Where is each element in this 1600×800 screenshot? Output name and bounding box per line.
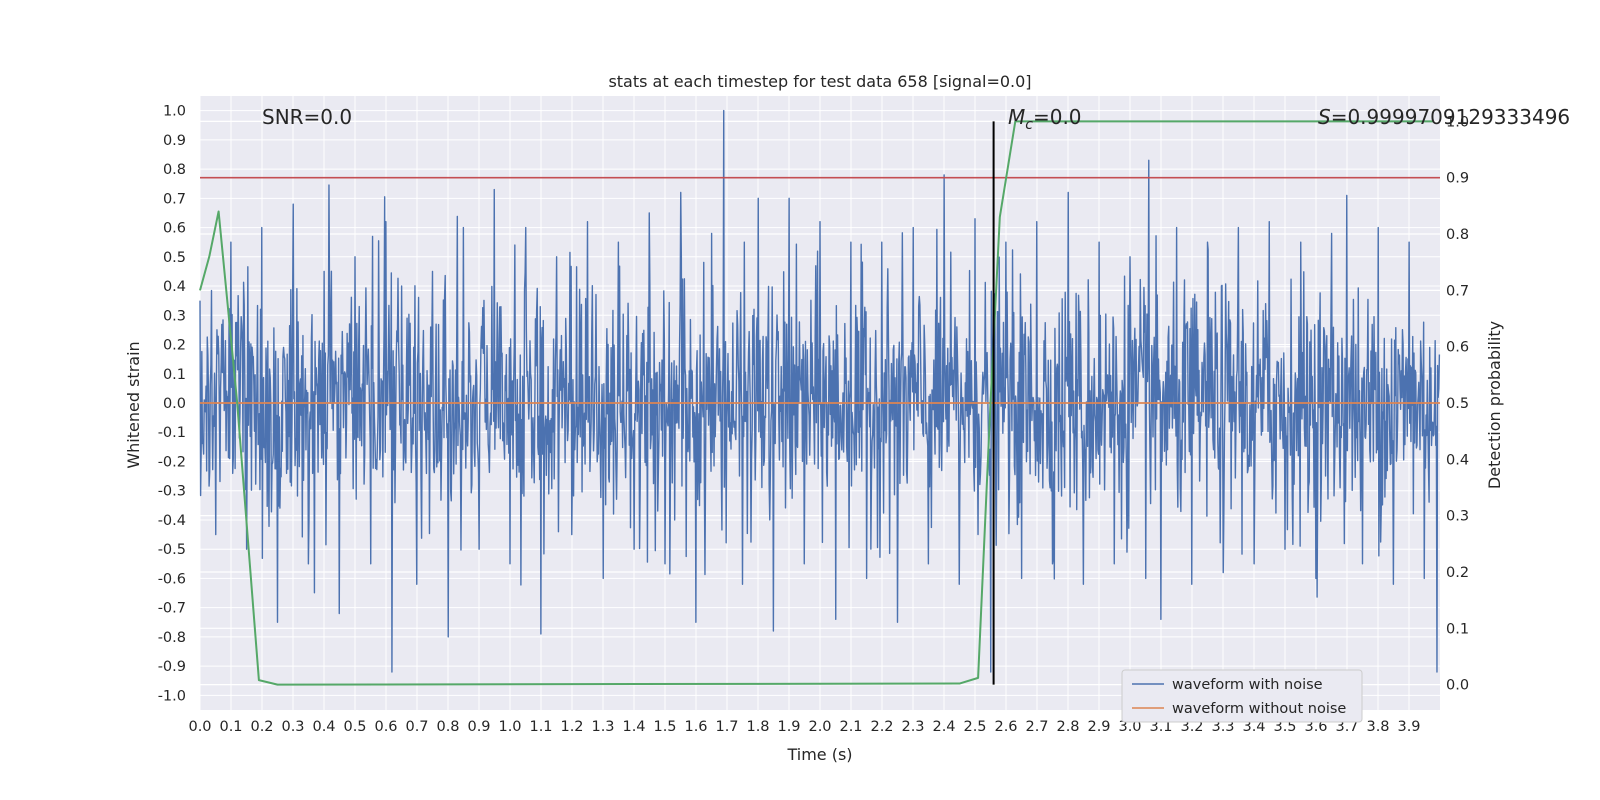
x-tick-label: 2.9 [1087,719,1110,735]
y-tick-label: -0.8 [158,630,186,646]
y-tick-label: 0.8 [163,162,186,178]
y2-tick-label: 0.8 [1446,227,1469,243]
x-tick-label: 1.3 [591,719,614,735]
y-axis-ticks: 1.0 0.9 0.8 0.7 0.6 0.5 0.4 0.3 0.2 0.1 0.0 -0.1 -0.… [158,104,186,705]
y-tick-label: 0.2 [163,338,186,354]
x-tick-label: 2.1 [839,719,862,735]
x-tick-label: 3.0 [1118,719,1141,735]
x-tick-label: 3.4 [1242,719,1265,735]
x-tick-label: 0.2 [250,719,273,735]
x-tick-label: 3.5 [1273,719,1296,735]
x-tick-label: 0.0 [188,719,211,735]
y2-axis-ticks: 1.0 0.9 0.8 0.7 0.6 0.5 0.4 0.3 0.2 0.1 0.0 [1446,114,1469,693]
legend: waveform with noise waveform without noi… [1121,669,1363,723]
x-tick-label: 3.9 [1397,719,1420,735]
legend-label-clean: waveform without noise [1172,701,1346,717]
x-tick-label: 3.8 [1366,719,1389,735]
y-tick-label: -0.6 [158,571,186,587]
x-tick-label: 0.4 [312,719,335,735]
x-tick-label: 1.0 [498,719,521,735]
x-tick-label: 3.2 [1180,719,1203,735]
legend-label-noisy: waveform with noise [1172,677,1323,693]
y-tick-label: -0.9 [158,659,186,675]
x-tick-label: 3.6 [1304,719,1327,735]
x-tick-label: 2.4 [932,719,955,735]
y2-tick-label: 0.6 [1446,340,1469,356]
waveform-with-noise-line [199,109,1441,673]
x-tick-label: 0.7 [405,719,428,735]
x-tick-label: 2.7 [1025,719,1048,735]
chirp-mass-annotation: Mc=0.0 [1008,105,1082,133]
y2-tick-label: 0.4 [1446,452,1469,468]
y-tick-label: -0.3 [158,484,186,500]
y2-tick-label: 1.0 [1446,114,1469,130]
y-tick-label: 1.0 [163,104,186,120]
y-tick-label: 0.5 [163,250,186,266]
y-tick-label: -0.2 [158,454,186,470]
y2-axis-label: Detection probability [1485,321,1504,489]
y-tick-label: 0.0 [163,396,186,412]
y2-tick-label: 0.0 [1446,678,1469,694]
waveform-with-noise-series [199,109,1441,673]
x-tick-label: 2.8 [1056,719,1079,735]
y2-tick-label: 0.1 [1446,621,1469,637]
y-tick-label: -0.7 [158,601,186,617]
x-tick-label: 1.8 [746,719,769,735]
y2-tick-label: 0.5 [1446,396,1469,412]
x-tick-label: 1.9 [777,719,800,735]
y-tick-label: 0.9 [163,133,186,149]
x-tick-label: 1.5 [653,719,676,735]
chart-title: stats at each timestep for test data 658… [608,72,1031,91]
x-tick-label: 2.2 [870,719,893,735]
x-tick-label: 2.0 [808,719,831,735]
x-tick-label: 1.1 [529,719,552,735]
y-tick-label: 0.1 [163,367,186,383]
x-tick-label: 1.4 [622,719,645,735]
x-tick-label: 1.6 [684,719,707,735]
x-tick-label: 0.9 [467,719,490,735]
score-annotation: S=0.9999709129333496 [1318,105,1570,129]
x-tick-label: 3.1 [1149,719,1172,735]
y2-tick-label: 0.9 [1446,171,1469,187]
x-tick-label: 0.8 [436,719,459,735]
y-tick-label: 0.7 [163,191,186,207]
y-tick-label: 0.4 [163,279,186,295]
x-tick-label: 0.1 [219,719,242,735]
chirp-mass-subscript: c [1025,117,1033,133]
detection-probability-line [199,120,1434,686]
score-symbol: S [1318,105,1331,129]
x-tick-label: 2.5 [963,719,986,735]
snr-annotation: SNR=0.0 [262,105,352,129]
legend-box [1121,669,1363,723]
y-tick-label: -0.4 [158,513,186,529]
x-tick-label: 3.3 [1211,719,1234,735]
x-tick-label: 1.2 [560,719,583,735]
x-tick-label: 0.5 [343,719,366,735]
x-tick-label: 3.7 [1335,719,1358,735]
y2-tick-label: 0.7 [1446,283,1469,299]
chirp-mass-symbol: M [1008,105,1025,129]
x-tick-label: 0.6 [374,719,397,735]
x-tick-label: 1.7 [715,719,738,735]
y-tick-label: 0.6 [163,221,186,237]
y-axis-label: Whitened strain [124,341,143,468]
x-tick-label: 0.3 [281,719,304,735]
y-tick-label: 0.3 [163,308,186,324]
x-axis-ticks: 0.0 0.1 0.2 0.3 0.4 0.5 0.6 0.7 0.8 0.9 1.0 1.1 1.2 1… [188,719,1420,735]
x-axis-label: Time (s) [786,745,852,764]
x-tick-label: 2.3 [901,719,924,735]
y-tick-label: -0.5 [158,542,186,558]
y2-tick-label: 0.2 [1446,565,1469,581]
y-tick-label: -1.0 [158,688,186,704]
chirp-mass-value: =0.0 [1033,105,1082,129]
y2-tick-label: 0.3 [1446,509,1469,525]
y-tick-label: -0.1 [158,425,186,441]
detection-probability-series [199,120,1434,686]
score-value: =0.9999709129333496 [1331,105,1570,129]
x-tick-label: 2.6 [994,719,1017,735]
